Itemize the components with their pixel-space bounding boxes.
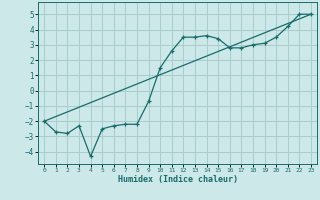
- X-axis label: Humidex (Indice chaleur): Humidex (Indice chaleur): [118, 175, 238, 184]
